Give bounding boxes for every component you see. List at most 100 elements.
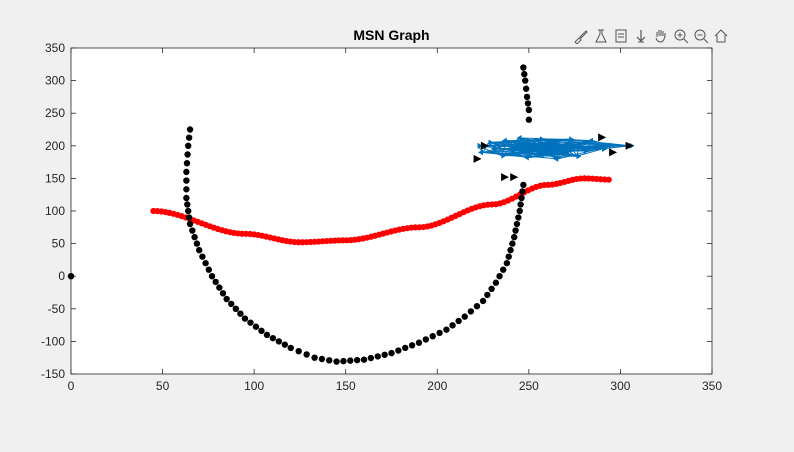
data-point xyxy=(183,168,190,176)
data-point xyxy=(525,106,533,114)
network-edge xyxy=(554,141,630,147)
data-point xyxy=(247,319,254,326)
data-point xyxy=(513,220,521,228)
data-point xyxy=(258,327,265,335)
brush-icon[interactable] xyxy=(572,27,590,45)
x-tick-label: 250 xyxy=(519,379,539,393)
network-arrowhead xyxy=(560,150,566,157)
data-point xyxy=(186,126,194,133)
y-tick-label: 300 xyxy=(45,74,65,88)
network-edge xyxy=(557,146,563,159)
network-arrowhead xyxy=(516,134,522,141)
data-point xyxy=(524,100,532,107)
network-edge xyxy=(583,145,630,152)
data-point xyxy=(488,285,495,293)
data-point xyxy=(525,116,533,123)
home-icon[interactable] xyxy=(712,27,730,45)
y-tick-label: -100 xyxy=(41,334,65,348)
network-arrowhead xyxy=(501,152,507,159)
axes-toolbar xyxy=(572,26,730,46)
network-edge xyxy=(565,139,570,154)
data-point xyxy=(184,201,191,208)
data-point xyxy=(484,291,491,299)
datacursor-icon[interactable] xyxy=(632,27,650,45)
y-tick-label: -50 xyxy=(48,302,66,316)
data-point xyxy=(295,347,302,355)
data-point xyxy=(515,214,522,221)
data-point xyxy=(360,356,368,363)
y-tick-label: 200 xyxy=(45,139,65,153)
zoom-out-icon[interactable] xyxy=(692,27,710,45)
data-point xyxy=(520,64,527,71)
data-point xyxy=(521,77,529,84)
network-arrowhead xyxy=(575,141,581,148)
data-point xyxy=(228,300,235,308)
y-tick-label: 150 xyxy=(45,171,65,185)
data-point xyxy=(511,233,518,241)
data-point xyxy=(443,326,450,333)
x-tick-label: 50 xyxy=(156,379,170,393)
data-point-arrow xyxy=(609,148,618,157)
network-arrowhead xyxy=(523,154,529,161)
data-point xyxy=(402,344,409,352)
data-point xyxy=(193,240,201,247)
network-arrowhead xyxy=(561,144,567,151)
network-edge xyxy=(528,143,534,158)
data-point xyxy=(479,297,487,305)
network-arrowhead xyxy=(553,155,559,162)
network-edge xyxy=(501,145,548,157)
network-arrowhead xyxy=(531,145,537,152)
data-point xyxy=(461,313,468,320)
data-point xyxy=(522,85,530,92)
pan-hand-icon[interactable] xyxy=(652,27,670,45)
network-edge xyxy=(550,141,555,152)
network-arrowhead xyxy=(587,137,593,144)
data-point xyxy=(281,341,289,348)
data-point xyxy=(347,357,354,364)
data-point xyxy=(232,305,240,312)
network-arrowhead xyxy=(517,141,523,148)
network-edge xyxy=(535,139,541,149)
data-point xyxy=(367,354,375,362)
data-point xyxy=(202,259,209,267)
y-tick-label: -150 xyxy=(41,367,65,381)
data-point xyxy=(512,227,519,234)
data-point xyxy=(374,353,381,360)
data-point xyxy=(492,279,500,286)
data-point xyxy=(205,266,213,273)
data-point xyxy=(520,181,527,189)
series-layer xyxy=(67,64,635,365)
data-point xyxy=(185,134,193,141)
data-point xyxy=(517,201,524,208)
data-point xyxy=(381,351,388,358)
data-point xyxy=(326,357,333,364)
network-arrowhead xyxy=(501,137,507,144)
y-tick-label: 350 xyxy=(45,41,65,55)
data-point xyxy=(353,356,361,364)
data-point xyxy=(196,246,203,254)
linked-plot-icon[interactable] xyxy=(612,27,630,45)
data-tips-icon[interactable] xyxy=(592,27,610,45)
data-point xyxy=(212,278,219,286)
data-point xyxy=(449,322,456,329)
x-tick-label: 350 xyxy=(702,379,722,393)
data-point xyxy=(500,266,507,273)
data-point xyxy=(509,240,516,247)
data-point xyxy=(303,351,310,358)
data-point xyxy=(519,188,526,195)
data-point xyxy=(523,93,531,101)
network-arrowhead xyxy=(539,136,545,143)
zoom-in-icon[interactable] xyxy=(672,27,690,45)
data-point xyxy=(436,329,443,337)
data-point xyxy=(287,344,294,352)
x-tick-label: 200 xyxy=(427,379,447,393)
data-point xyxy=(467,308,475,315)
data-point xyxy=(318,355,326,363)
y-tick-label: 250 xyxy=(45,106,65,120)
network-arrowhead xyxy=(545,148,551,155)
data-point xyxy=(223,295,230,303)
axes: 0 50 100 150 200 250 300 350 -150 -100 -50 0 50 100 15… xyxy=(41,41,722,393)
data-point xyxy=(185,214,193,221)
data-point xyxy=(183,177,190,184)
data-point-arrow xyxy=(510,173,519,182)
